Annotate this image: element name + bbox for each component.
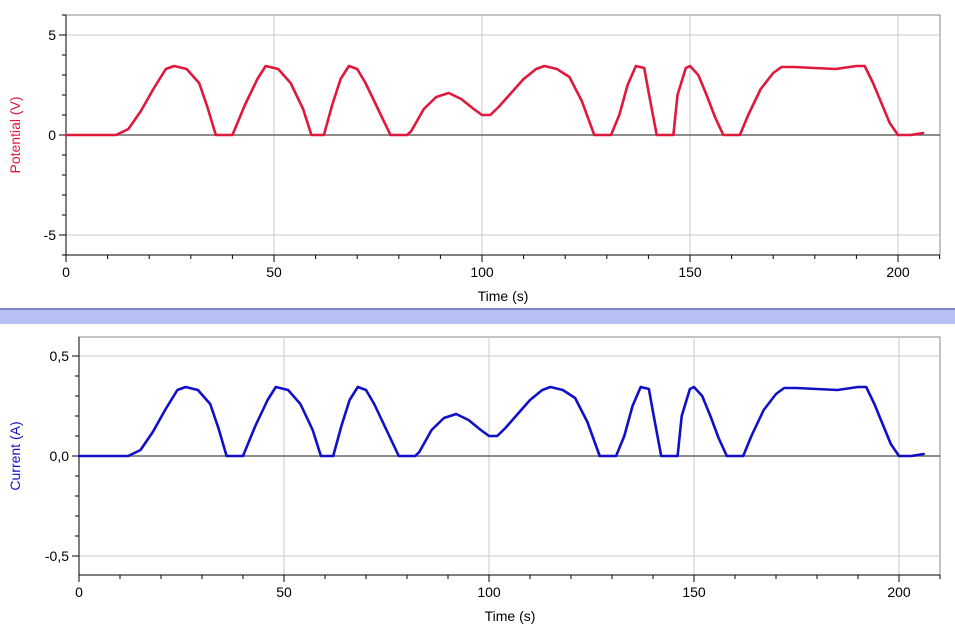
x-tick-label: 100 bbox=[477, 584, 501, 600]
x-axis-title: Time (s) bbox=[478, 288, 529, 304]
y-tick-label: 5 bbox=[48, 27, 56, 43]
graph-divider[interactable] bbox=[0, 308, 955, 324]
y-tick-label: -0,5 bbox=[45, 548, 69, 564]
x-axis-title: Time (s) bbox=[485, 608, 536, 624]
x-tick-label: 150 bbox=[682, 584, 706, 600]
x-tick-label: 100 bbox=[470, 264, 494, 280]
potential-chart-panel: 0 50 100 150 200 5 0 -5 Time (s) Potential (V) bbox=[0, 0, 955, 308]
x-tick-label: 50 bbox=[276, 584, 292, 600]
x-tick-label: 200 bbox=[887, 584, 911, 600]
data-line bbox=[77, 385, 925, 458]
y-tick-label: 0 bbox=[48, 127, 56, 143]
y-axis-title: Potential (V) bbox=[7, 96, 23, 173]
x-tick-label: 0 bbox=[62, 264, 70, 280]
y-tick-label: 0,0 bbox=[50, 448, 70, 464]
x-tick-label: 50 bbox=[266, 264, 282, 280]
x-tick-label: 200 bbox=[886, 264, 910, 280]
current-chart-panel: 0 50 100 150 200 0,5 0,0 -0,5 Time (s) Current (A… bbox=[0, 324, 955, 625]
y-tick-label: -5 bbox=[44, 227, 57, 243]
x-tick-label: 150 bbox=[678, 264, 702, 280]
x-tick-label: 0 bbox=[75, 584, 83, 600]
data-line bbox=[64, 64, 925, 137]
current-chart: 0 50 100 150 200 0,5 0,0 -0,5 Time (s) Current (A… bbox=[7, 336, 941, 624]
y-axis-title: Current (A) bbox=[7, 421, 23, 490]
y-tick-label: 0,5 bbox=[50, 348, 70, 364]
